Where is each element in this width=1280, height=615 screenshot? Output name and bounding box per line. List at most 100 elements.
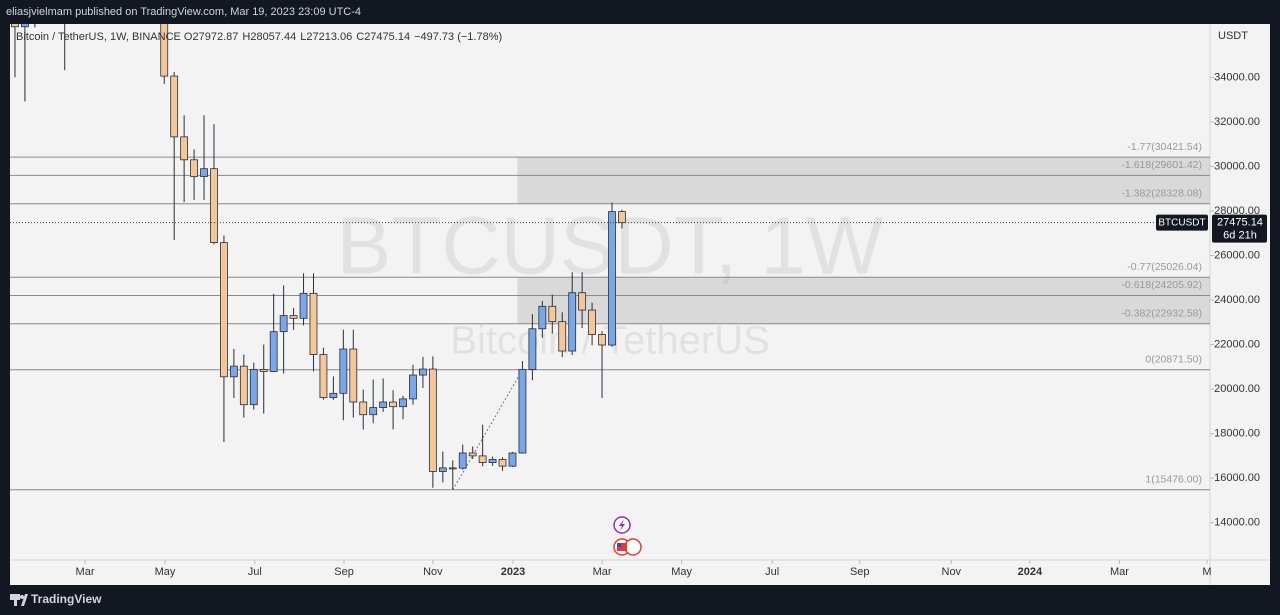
candle-body — [319, 354, 328, 398]
fib-label: -0.382(22932.58) — [1121, 308, 1202, 320]
y-tick-label: 20000.00 — [1214, 383, 1260, 395]
candle-body — [279, 315, 288, 333]
y-tick-label: 32000.00 — [1214, 116, 1260, 128]
price-tag: BTCUSDT — [1158, 217, 1205, 228]
x-tick-label: 2023 — [501, 566, 525, 578]
fib-label: -1.382(28328.08) — [1121, 187, 1202, 199]
candle-body — [548, 305, 557, 323]
candle-body — [438, 467, 447, 472]
candle-body — [369, 407, 378, 416]
plot-background — [10, 24, 1270, 585]
candle-body — [538, 305, 547, 330]
candle-body — [180, 136, 189, 161]
candle-body — [190, 159, 198, 177]
x-tick-label: Nov — [423, 566, 443, 578]
price-label: 27475.14 — [1217, 217, 1263, 229]
fib-label: -1.77(30421.54) — [1127, 141, 1202, 153]
candle-body — [568, 292, 577, 352]
fib-anchor — [452, 369, 523, 491]
x-tick-label: May — [155, 566, 176, 578]
legend-item: L — [300, 31, 306, 43]
fib-label: -0.77(25026.04) — [1127, 261, 1202, 273]
legend-item: 28057.44 — [250, 31, 296, 43]
legend-item: 27475.14 — [364, 31, 410, 43]
logo — [10, 594, 28, 606]
y-tick-label: 16000.00 — [1214, 472, 1260, 484]
x-tick-label: Jul — [248, 566, 262, 578]
x-tick-label: 2024 — [1018, 566, 1043, 578]
y-tick-label: 28000.00 — [1214, 205, 1260, 217]
candle-body — [160, 24, 169, 77]
y-tick-label: 26000.00 — [1214, 249, 1260, 261]
fib-zone — [517, 277, 1210, 324]
candle-body — [299, 292, 308, 319]
legend-item: −497.73 (−1.78%) — [414, 31, 502, 43]
candle-body — [349, 348, 358, 403]
candle-body — [269, 331, 278, 372]
x-tick-label: Sep — [850, 566, 870, 578]
candle-body — [399, 398, 407, 408]
legend-item: Bitcoin / TetherUS, 1W, BINANCE — [16, 31, 181, 43]
brand: TradingView — [31, 592, 102, 606]
candle-body — [508, 452, 517, 467]
y-tick-label: 34000.00 — [1214, 71, 1260, 83]
price-tag-box — [1156, 214, 1208, 231]
candle-body — [478, 455, 487, 463]
candle-body — [309, 292, 318, 355]
candle-body — [448, 467, 457, 470]
fib-label: -1.618(29601.42) — [1121, 159, 1202, 171]
y-tick-label: 18000.00 — [1214, 428, 1260, 440]
candle-body — [598, 334, 606, 346]
y-tick-label: 14000.00 — [1214, 517, 1260, 529]
candle-body — [329, 392, 338, 398]
x-tick-label: Sep — [334, 566, 354, 578]
candle-body — [578, 292, 587, 311]
candle-body — [21, 24, 29, 28]
candle-body — [239, 365, 248, 406]
candle-body — [618, 211, 626, 224]
candle-body — [259, 369, 268, 372]
countdown: 6d 21h — [1223, 230, 1257, 242]
y-tick-label: 30000.00 — [1214, 160, 1260, 172]
legend: Bitcoin / TetherUS, 1W, BINANCE O27972.8… — [16, 31, 502, 43]
candle-body — [210, 168, 218, 244]
legend-item: H — [242, 31, 250, 43]
y-tick-label: 24000.00 — [1214, 294, 1260, 306]
event-icons — [613, 516, 642, 556]
candle-body — [389, 401, 397, 408]
y-tick-label: 22000.00 — [1214, 338, 1260, 350]
candle-body — [468, 452, 477, 457]
legend-item: 27213.06 — [306, 31, 352, 43]
legend-item: O — [184, 31, 193, 43]
candle-body — [11, 24, 19, 28]
candle-body — [528, 328, 537, 370]
price-label-box — [1212, 214, 1267, 243]
fib-label: 1(15476.00) — [1145, 474, 1202, 486]
candle-body — [249, 369, 258, 406]
candle-body — [428, 368, 437, 472]
x-tick-label: M — [1202, 566, 1211, 578]
candle-body — [289, 315, 298, 319]
fib-label: 0(20871.50) — [1145, 353, 1202, 365]
fib-zone — [517, 157, 1210, 204]
candle-body — [419, 368, 427, 376]
candle-body — [558, 321, 567, 352]
candle-body — [220, 242, 228, 378]
candle-body — [458, 452, 467, 469]
x-tick-label: Mar — [1110, 566, 1129, 578]
candle-body — [229, 365, 238, 378]
y-axis-label: USDT — [1218, 30, 1248, 42]
candle-body — [488, 459, 497, 463]
x-tick-label: Nov — [942, 566, 962, 578]
x-tick-label: Mar — [76, 566, 95, 578]
x-tick-label: Jul — [765, 566, 779, 578]
candle-body — [608, 211, 616, 346]
legend-item: 27972.87 — [192, 31, 238, 43]
x-tick-label: May — [671, 566, 692, 578]
candle-body — [359, 401, 368, 416]
fib-label: -0.618(24205.92) — [1121, 279, 1202, 291]
candle-body — [200, 168, 208, 177]
candle-body — [170, 75, 179, 138]
publisher-line: eliasjvielmam published on TradingView.c… — [6, 6, 361, 18]
x-tick-label: Mar — [593, 566, 612, 578]
